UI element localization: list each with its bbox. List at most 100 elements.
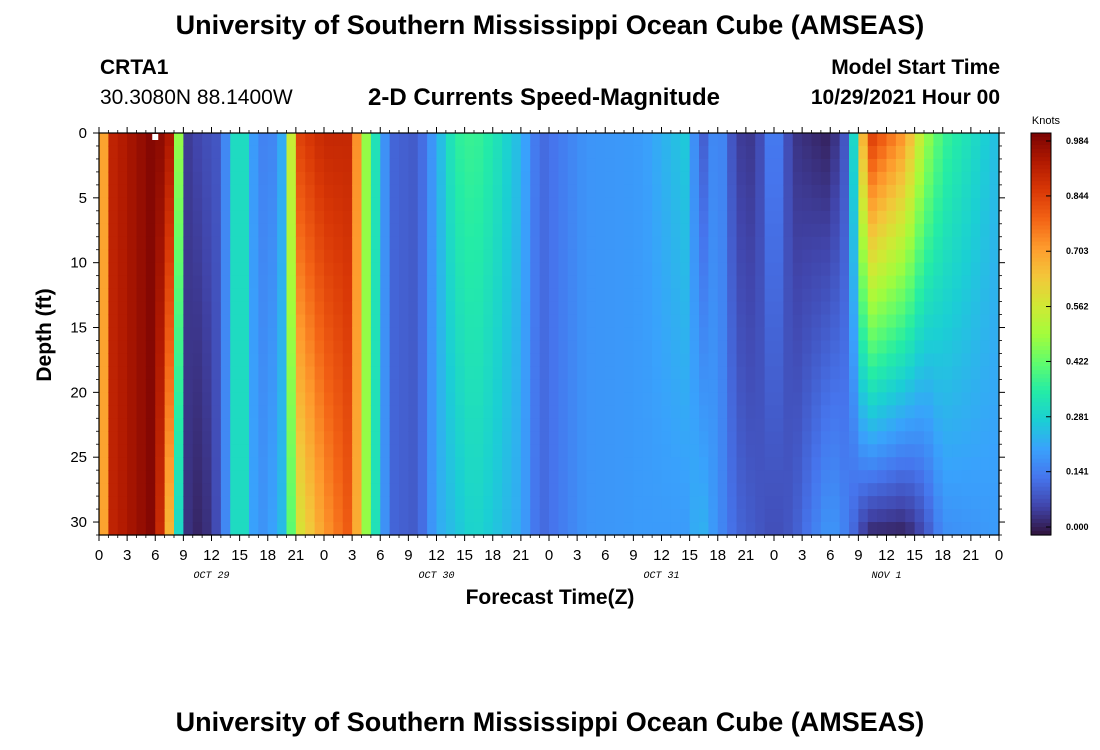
heat-cell [961,366,972,380]
heat-cell [380,340,391,355]
heat-cell [314,184,325,199]
heat-cell [436,405,447,419]
heat-cell [436,509,447,523]
heat-cell [380,275,391,290]
heat-cell [877,288,888,303]
heat-cell [492,457,503,471]
heat-cell [652,301,663,316]
heat-cell [849,236,859,251]
heat-cell [736,236,747,251]
heat-cell [989,431,1000,445]
heat-cell [717,483,728,497]
heat-cell [624,483,634,497]
heat-cell [492,301,503,316]
heat-cell [774,509,784,523]
heat-cell [764,314,775,329]
heat-cell [595,262,606,277]
heat-cell [230,288,241,303]
heat-cell [99,509,109,523]
heat-cell [633,327,644,342]
heat-cell [192,288,203,303]
y-tick-label: 15 [70,320,87,337]
heat-cell [277,470,288,484]
heat-cell [417,457,428,471]
heat-cell [361,444,372,458]
heat-cell [680,158,691,173]
heat-cell [164,392,175,406]
heat-cell [342,405,353,419]
heat-cell [783,431,794,445]
heat-cell [970,405,981,419]
heat-cell [258,314,269,329]
heat-cell [249,249,259,264]
heat-cell [399,301,409,316]
heat-cell [174,379,184,393]
heat-cell [436,366,447,380]
heat-cell [820,197,831,212]
heat-cell [567,353,578,368]
heat-cell [436,314,447,329]
heat-cell [586,444,597,458]
heat-cell [689,249,700,264]
heat-cell [670,171,681,186]
heat-cell [717,236,728,251]
heat-cell [370,314,381,329]
heat-cell [314,366,325,380]
heat-cell [577,392,588,406]
heat-cell [670,236,681,251]
heat-cell [699,197,709,212]
heat-cell [389,145,400,160]
colorbar-swatch [1031,466,1051,472]
heat-cell [942,509,953,523]
heat-cell [483,210,494,225]
heat-cell [305,340,316,355]
heat-cell [511,262,522,277]
heat-cell [239,301,250,316]
heat-cell [127,431,138,445]
heat-cell [333,288,344,303]
colorbar-swatch [1031,305,1051,311]
heat-cell [520,301,531,316]
heat-cell [530,483,541,497]
heat-cell [708,405,719,419]
heat-cell [952,314,963,329]
heat-cell [764,353,775,368]
heat-cell [933,210,944,225]
colorbar-tick-label: 0.562 [1066,302,1089,312]
colorbar-swatch [1031,197,1051,202]
heat-cell [867,171,878,186]
heat-cell [99,184,109,199]
heat-cell [305,457,316,471]
heat-cell [952,457,963,471]
heat-cell [849,158,859,173]
heat-cell [736,327,747,342]
heat-cell [389,262,400,277]
heat-cell [117,197,128,212]
heat-cell [183,405,194,419]
heat-cell [699,249,709,264]
heat-cell [455,301,466,316]
heat-cell [877,522,888,536]
heat-cell [445,457,456,471]
heat-cell [464,444,475,458]
heat-cell [277,171,288,186]
heat-cell [464,249,475,264]
colorbar-swatch [1031,450,1051,456]
x-tick-label: 21 [738,547,755,564]
heat-cell [549,210,559,225]
heat-cell [924,314,934,329]
heat-cell [989,223,1000,238]
heat-cell [774,133,784,147]
heat-cell [267,145,278,160]
heat-cell [249,509,259,523]
heat-cell [155,340,166,355]
heat-cell [99,470,109,484]
heat-cell [220,158,231,173]
x-axis-title: Forecast Time(Z) [466,586,635,609]
heat-cell [708,275,719,290]
heat-cell [811,340,822,355]
heat-cell [877,249,888,264]
heat-cell [952,431,963,445]
heat-cell [877,379,888,393]
heat-cell [492,327,503,342]
